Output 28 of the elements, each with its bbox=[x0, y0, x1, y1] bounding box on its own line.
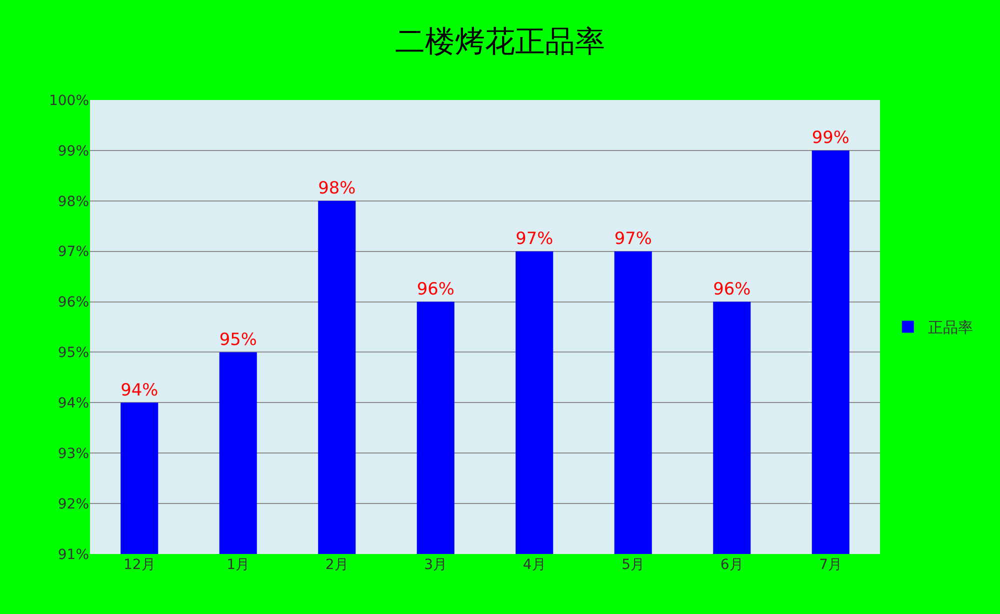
data-label: 99% bbox=[812, 127, 850, 148]
data-label: 97% bbox=[516, 228, 554, 248]
x-tick-label: 7月 bbox=[819, 557, 842, 573]
x-tick-label: 5月 bbox=[622, 557, 645, 573]
data-label: 96% bbox=[416, 278, 454, 299]
y-tick-label: 96% bbox=[58, 294, 89, 311]
x-tick-label: 6月 bbox=[720, 557, 744, 573]
x-tick-label: 2月 bbox=[325, 557, 348, 573]
data-label: 97% bbox=[614, 228, 652, 248]
y-tick-label: 99% bbox=[58, 143, 89, 160]
x-tick-label: 4月 bbox=[522, 557, 546, 573]
x-tick-label: 12月 bbox=[123, 557, 156, 573]
y-tick-label: 94% bbox=[58, 396, 89, 412]
y-tick-label: 95% bbox=[58, 345, 89, 362]
data-label: 95% bbox=[219, 329, 257, 349]
y-tick-label: 91% bbox=[58, 546, 89, 563]
chart-title: 二楼烤花正品率 bbox=[395, 24, 605, 60]
y-tick-label: 98% bbox=[58, 194, 89, 210]
data-label: 96% bbox=[713, 278, 751, 299]
y-tick-label: 97% bbox=[58, 244, 89, 260]
y-tick-label: 92% bbox=[58, 496, 89, 512]
x-tick-label: 1月 bbox=[226, 557, 250, 573]
x-tick-label: 3月 bbox=[424, 557, 448, 573]
data-label: 98% bbox=[318, 178, 356, 198]
legend-label: 正品率 bbox=[928, 318, 973, 337]
y-tick-label: 100% bbox=[48, 92, 89, 109]
data-label: 94% bbox=[120, 379, 158, 400]
y-tick-label: 93% bbox=[58, 446, 89, 462]
